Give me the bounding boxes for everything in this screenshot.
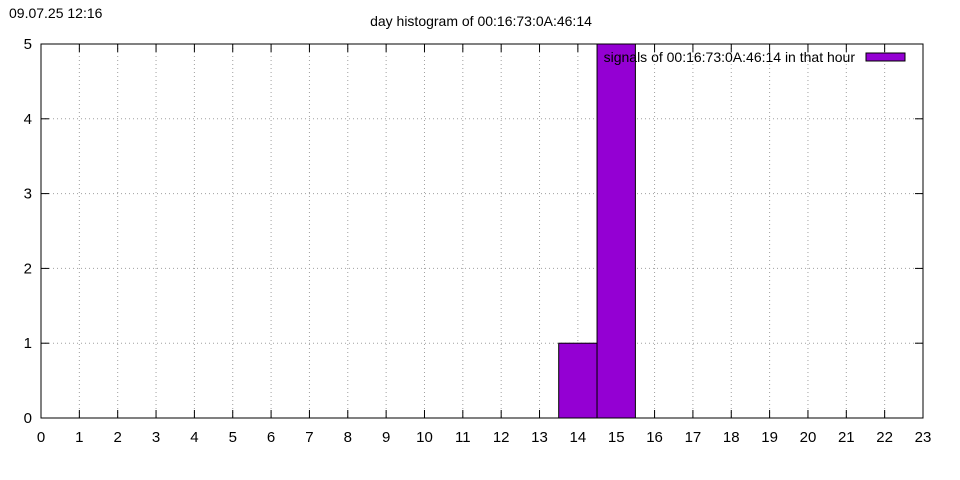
x-tick-label: 5 (229, 429, 237, 446)
x-tick-label: 7 (305, 429, 313, 446)
x-tick-label: 16 (646, 429, 663, 446)
legend-label: signals of 00:16:73:0A:46:14 in that hou… (604, 49, 856, 65)
x-tick-label: 12 (493, 429, 510, 446)
y-tick-label: 3 (24, 186, 32, 203)
x-tick-label: 9 (382, 429, 390, 446)
y-tick-label: 4 (24, 111, 32, 128)
y-tick-label: 0 (24, 410, 32, 427)
x-tick-label: 2 (114, 429, 122, 446)
x-tick-label: 6 (267, 429, 275, 446)
x-tick-label: 13 (531, 429, 548, 446)
x-tick-label: 14 (570, 429, 587, 446)
y-tick-label: 2 (24, 260, 32, 277)
x-tick-label: 17 (685, 429, 702, 446)
bar (558, 342, 598, 419)
x-tick-label: 22 (876, 429, 893, 446)
y-tick-label: 5 (24, 36, 32, 53)
chart-title: day histogram of 00:16:73:0A:46:14 (370, 13, 592, 29)
y-tick-label: 1 (24, 335, 32, 352)
legend-swatch (865, 52, 906, 62)
x-tick-label: 15 (608, 429, 625, 446)
x-tick-label: 10 (416, 429, 433, 446)
x-tick-label: 3 (152, 429, 160, 446)
x-tick-label: 0 (37, 429, 45, 446)
plot-border (40, 43, 924, 419)
x-tick-label: 21 (838, 429, 855, 446)
x-tick-label: 8 (344, 429, 352, 446)
timestamp: 09.07.25 12:16 (9, 5, 103, 21)
x-tick-label: 20 (800, 429, 817, 446)
x-tick-label: 4 (190, 429, 198, 446)
x-tick-label: 19 (761, 429, 778, 446)
x-tick-label: 18 (723, 429, 740, 446)
x-tick-label: 11 (455, 429, 471, 446)
x-tick-label: 1 (75, 429, 83, 446)
bar (596, 43, 636, 419)
x-tick-label: 23 (915, 429, 932, 446)
